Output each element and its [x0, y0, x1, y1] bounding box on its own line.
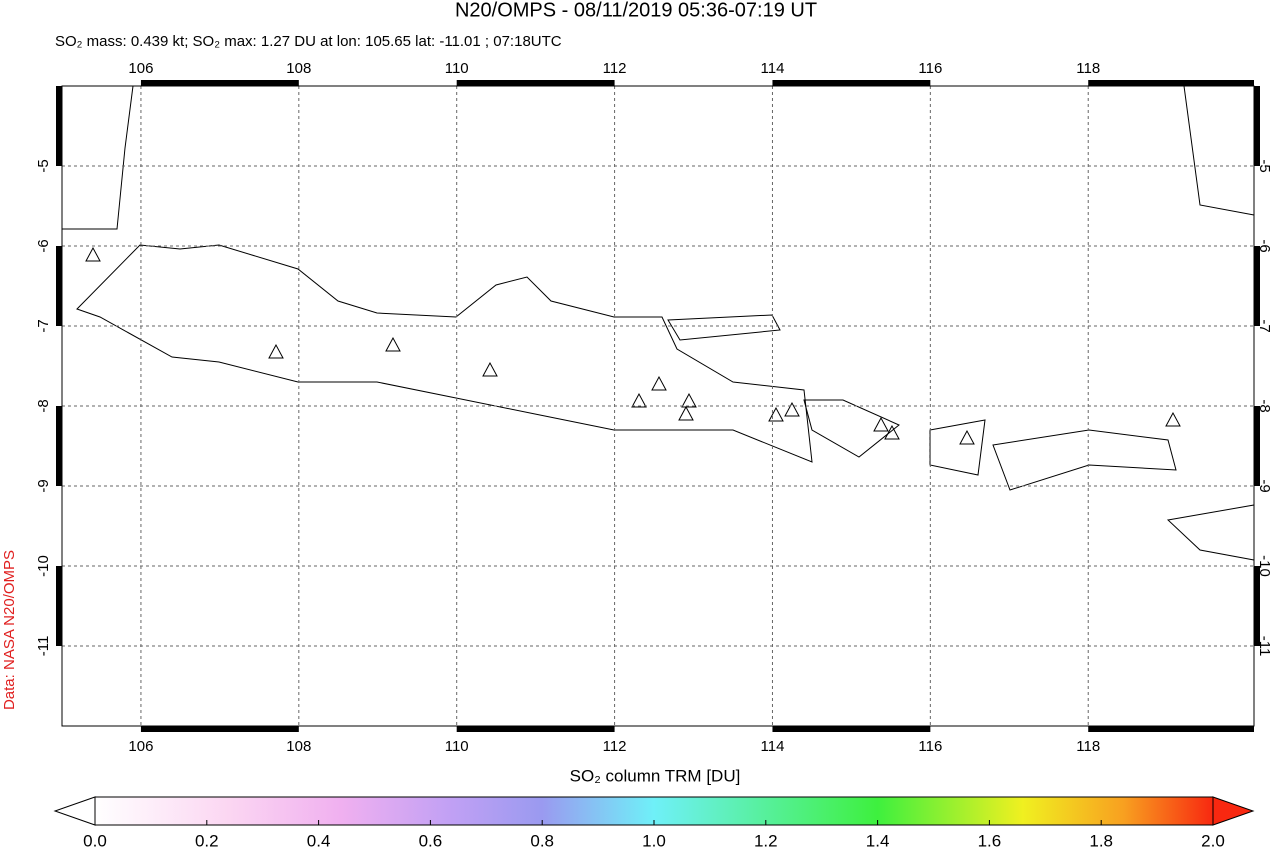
y-tick-label: -8: [1256, 399, 1272, 412]
x-tick-label: 110: [445, 60, 469, 77]
volcano: [268, 343, 284, 359]
colorbar-tick-label: 1.4: [866, 831, 890, 850]
frame-bar: [1088, 726, 1254, 732]
colorbar-tick-label: 2.0: [1201, 831, 1225, 850]
coastline-sumbawa: [992, 429, 1177, 491]
colorbar-tick-label: 1.2: [754, 831, 778, 850]
volcano: [678, 405, 694, 421]
volcano: [884, 424, 900, 440]
credit: Data: NASA N20/OMPS: [1, 550, 18, 710]
y-tick-label: -9: [1256, 479, 1272, 492]
colorbar-under: [53, 796, 96, 826]
colorbar-tick-label: 0.4: [307, 831, 331, 850]
y-tick-label: -7: [1256, 319, 1272, 332]
frame-bar: [56, 86, 62, 166]
colorbar-tick-label: 0.2: [195, 831, 219, 850]
coastline-java: [76, 244, 813, 463]
frame-bar: [1254, 246, 1260, 326]
frame-bar: [56, 246, 62, 326]
y-tick-label: -9: [35, 479, 52, 492]
y-tick-label: -10: [35, 555, 52, 577]
colorbar-over: [1212, 796, 1255, 826]
x-tick-label: 118: [1076, 60, 1100, 77]
volcano: [651, 375, 667, 391]
coastline-madura: [667, 314, 781, 341]
volcano: [873, 416, 889, 432]
volcano: [681, 392, 697, 408]
frame-bar: [140, 80, 299, 86]
volcano: [959, 429, 975, 445]
x-tick-label: 114: [761, 738, 785, 755]
frame-bar: [772, 726, 931, 732]
y-tick-label: -5: [1256, 159, 1272, 172]
frame-bar: [140, 726, 299, 732]
colorbar-tick-label: 1.8: [1089, 831, 1113, 850]
frame-bar: [456, 726, 615, 732]
x-tick-label: 106: [128, 60, 153, 77]
colorbar-label: SO₂ column TRM [DU]: [570, 766, 741, 785]
y-tick-label: -6: [1256, 239, 1272, 252]
colorbar-tick-label: 1.0: [642, 831, 666, 850]
y-tick-label: -11: [35, 636, 52, 657]
coastline-sumatra: [62, 85, 134, 230]
y-tick-label: -6: [35, 239, 52, 252]
y-tick-label: -10: [1256, 555, 1272, 577]
frame-bar: [56, 566, 62, 646]
map-frame: [61, 85, 1255, 727]
y-tick-label: -7: [35, 319, 52, 332]
volcano: [482, 361, 498, 377]
x-tick-label: 106: [128, 738, 153, 755]
x-tick-label: 112: [603, 738, 627, 755]
volcano: [784, 401, 800, 417]
x-tick-label: 108: [286, 738, 311, 755]
frame-bar: [1254, 406, 1260, 486]
coastline-borneo: [1183, 85, 1255, 216]
map-subtitle: SO₂ mass: 0.439 kt; SO₂ max: 1.27 DU at …: [55, 33, 562, 50]
frame-bar: [1254, 86, 1260, 166]
x-tick-label: 116: [918, 60, 942, 77]
frame-bar: [1088, 80, 1254, 86]
frame-bar: [456, 80, 615, 86]
x-tick-label: 114: [761, 60, 785, 77]
x-tick-label: 118: [1076, 738, 1100, 755]
volcano: [631, 392, 647, 408]
volcano: [768, 406, 784, 422]
colorbar-tick-label: 1.6: [978, 831, 1002, 850]
volcano: [385, 336, 401, 352]
y-tick-label: -5: [35, 159, 52, 172]
x-tick-label: 110: [445, 738, 469, 755]
frame-bar: [56, 406, 62, 486]
frame-bar: [1254, 566, 1260, 646]
colorbar-tick-label: 0.0: [83, 831, 107, 850]
volcano: [85, 246, 101, 262]
y-tick-label: -8: [35, 399, 52, 412]
x-tick-label: 112: [603, 60, 627, 77]
map-title: N20/OMPS - 08/11/2019 05:36-07:19 UT: [455, 0, 817, 21]
x-tick-label: 108: [286, 60, 311, 77]
frame-bar: [772, 80, 931, 86]
coastline-bali: [803, 399, 900, 458]
volcano: [1165, 411, 1181, 427]
y-tick-label: -11: [1256, 636, 1272, 657]
x-tick-label: 116: [918, 738, 942, 755]
colorbar-tick-label: 0.6: [419, 831, 443, 850]
volcano-markers: [85, 246, 1181, 445]
colorbar-tick-label: 0.8: [530, 831, 554, 850]
